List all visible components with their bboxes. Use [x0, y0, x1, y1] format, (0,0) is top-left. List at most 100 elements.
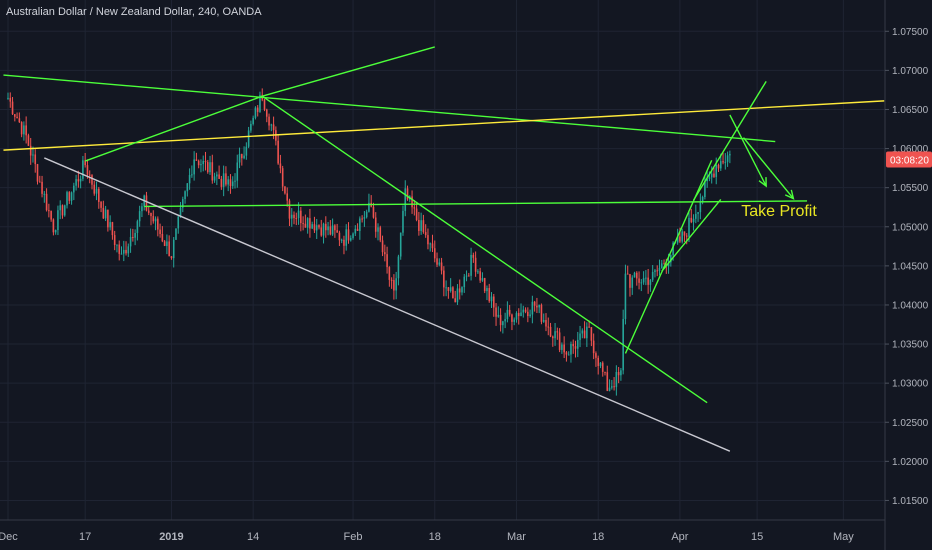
candle-body: [363, 217, 366, 219]
candle-body: [184, 191, 186, 200]
candle-body: [159, 229, 161, 235]
candle-body: [486, 288, 488, 292]
candle-body: [104, 209, 107, 219]
candle-body: [402, 210, 404, 233]
candle-body: [34, 154, 37, 165]
candle-body: [325, 223, 327, 231]
candle-body: [520, 312, 522, 317]
candle-body: [608, 387, 611, 391]
candle-body: [334, 225, 336, 231]
candle-body: [100, 201, 102, 208]
candle-body: [225, 173, 227, 185]
candle-body: [449, 287, 452, 291]
y-tick-label: 1.07000: [892, 66, 929, 77]
candle-body: [14, 114, 16, 117]
candle-body: [286, 193, 289, 201]
candle-body: [690, 217, 693, 223]
candle-body: [372, 206, 375, 218]
y-tick-label: 1.07500: [892, 27, 929, 38]
candle-body: [704, 181, 706, 198]
upper-trendline: [3, 74, 776, 143]
candle-body: [11, 101, 14, 115]
candle-body: [181, 199, 184, 208]
candle-body: [420, 220, 422, 231]
candle-body: [579, 333, 581, 340]
candle-body: [48, 210, 50, 212]
candle-body: [399, 232, 402, 257]
candle-body: [447, 287, 450, 291]
candle-body: [411, 196, 413, 208]
candle-body: [68, 192, 71, 201]
candle-body: [252, 117, 254, 124]
x-tick-label: Dec: [0, 531, 18, 543]
candle-body: [368, 202, 370, 212]
candle-body: [604, 371, 606, 373]
channel-upper-line: [624, 160, 713, 354]
candles: [7, 88, 731, 396]
candle-body: [547, 326, 550, 328]
y-tick-label: 1.02000: [892, 457, 929, 468]
candle-body: [365, 211, 368, 218]
candle-body: [63, 205, 66, 216]
candle-body: [472, 254, 475, 258]
candle-body: [477, 271, 479, 273]
candle-body: [272, 124, 275, 131]
candle-body: [311, 224, 313, 229]
candle-body: [170, 256, 173, 259]
candle-body: [98, 188, 100, 202]
y-tick-label: 1.05000: [892, 222, 929, 233]
candle-body: [279, 163, 282, 169]
candle-body: [118, 244, 121, 254]
candle-body: [236, 162, 239, 181]
candle-body: [313, 224, 316, 231]
candle-body: [413, 207, 416, 209]
y-tick-label: 1.04500: [892, 261, 929, 272]
channel-lower-line: [44, 157, 731, 452]
candle-body: [554, 331, 556, 339]
candle-body: [558, 332, 561, 350]
candle-body: [524, 309, 527, 312]
candle-body: [617, 372, 620, 376]
candle-body: [722, 161, 724, 163]
candle-body: [250, 123, 252, 131]
candle-body: [651, 271, 654, 280]
candle-body: [529, 314, 531, 317]
candle-body: [290, 214, 293, 219]
candle-body: [172, 239, 175, 259]
candle-body: [102, 207, 105, 219]
target-arrow-2: [742, 137, 794, 200]
candle-body: [43, 193, 46, 195]
y-tick-label: 1.02500: [892, 418, 929, 429]
candle-body: [16, 116, 18, 119]
x-tick-label: 17: [79, 531, 91, 543]
candle-body: [340, 239, 343, 241]
candle-body: [327, 226, 329, 231]
resistance-line: [3, 100, 885, 151]
candle-body: [620, 370, 622, 376]
candle-body: [499, 314, 502, 326]
candle-body: [635, 272, 638, 279]
y-tick-label: 1.06500: [892, 105, 929, 116]
candle-body: [576, 339, 579, 349]
x-tick-label: Mar: [507, 531, 526, 543]
candle-body: [95, 188, 98, 194]
candle-body: [300, 210, 302, 224]
candle-body: [293, 214, 295, 219]
candle-body: [222, 173, 225, 187]
candle-body: [626, 273, 629, 275]
x-axis: Dec 17 2019 14 Feb 18 Mar 18 Apr 15 May: [0, 531, 854, 543]
y-tick-label: 1.05500: [892, 183, 929, 194]
candle-body: [465, 275, 468, 277]
candle-body: [508, 309, 511, 315]
candle-body: [200, 164, 202, 166]
candle-body: [138, 211, 141, 222]
candle-body: [109, 222, 111, 228]
candle-body: [243, 155, 245, 159]
candle-body: [66, 192, 68, 206]
x-tick-label: 14: [247, 531, 259, 543]
x-tick-label: Feb: [344, 531, 363, 543]
candle-body: [231, 181, 234, 187]
candle-body: [150, 212, 152, 217]
